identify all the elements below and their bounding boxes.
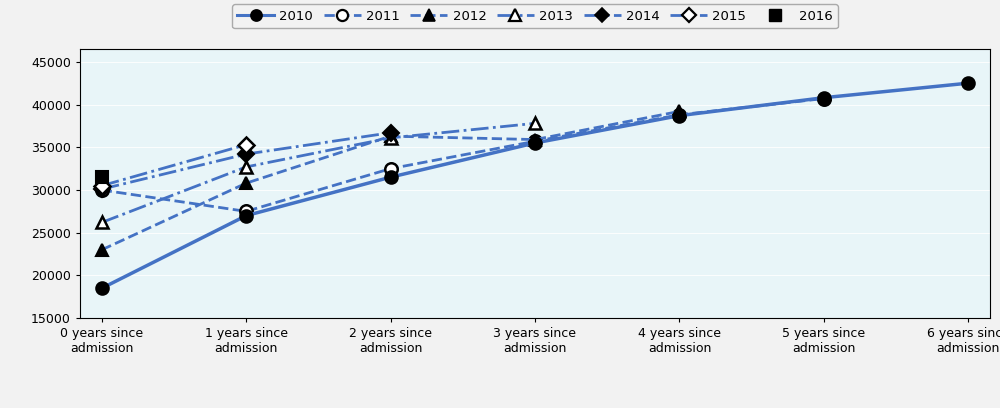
Legend: 2010, 2011, 2012, 2013, 2014, 2015, 2016: 2010, 2011, 2012, 2013, 2014, 2015, 2016 — [232, 4, 838, 29]
